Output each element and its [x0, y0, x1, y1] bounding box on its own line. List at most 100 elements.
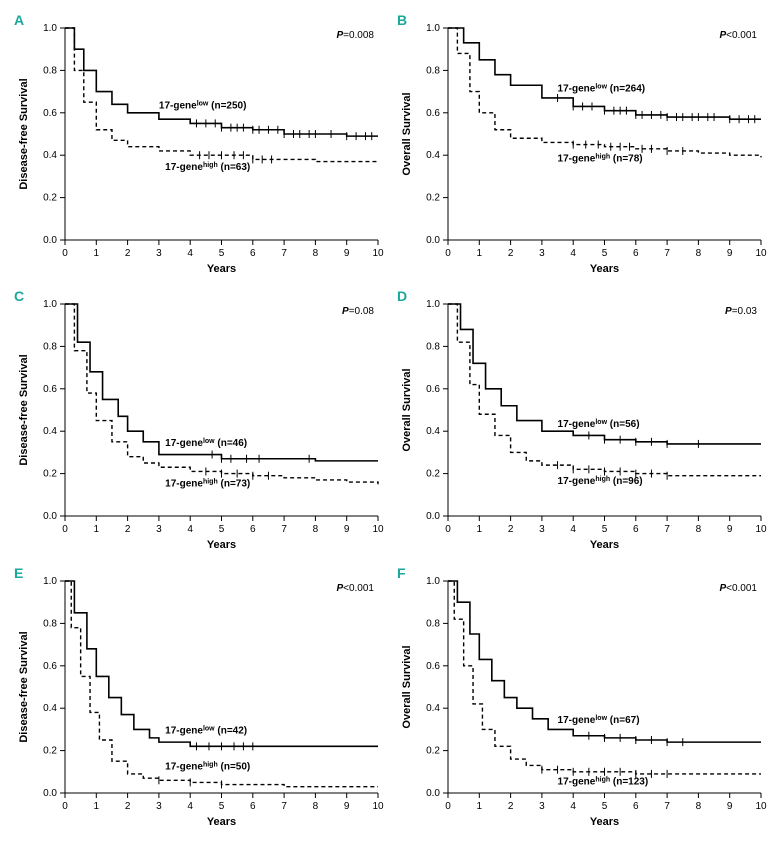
svg-text:1: 1	[94, 248, 100, 259]
svg-text:7: 7	[664, 248, 670, 259]
svg-text:0.6: 0.6	[426, 660, 440, 671]
svg-text:10: 10	[755, 248, 767, 259]
p-value: P=0.03	[725, 306, 757, 317]
svg-text:10: 10	[755, 524, 767, 535]
svg-text:8: 8	[313, 524, 319, 535]
svg-text:0.8: 0.8	[43, 65, 57, 76]
svg-text:0.8: 0.8	[43, 618, 57, 629]
svg-text:2: 2	[508, 248, 514, 259]
svg-text:1: 1	[477, 248, 483, 259]
svg-text:0.8: 0.8	[426, 65, 440, 76]
svg-text:10: 10	[372, 801, 384, 812]
km-plot: 0123456789100.00.20.40.60.81.0 17-genelo…	[10, 563, 388, 831]
svg-text:0.6: 0.6	[426, 384, 440, 395]
svg-text:7: 7	[281, 524, 287, 535]
svg-text:4: 4	[187, 524, 193, 535]
svg-text:4: 4	[570, 248, 576, 259]
svg-text:9: 9	[344, 801, 350, 812]
svg-text:7: 7	[664, 524, 670, 535]
curve-label-high: 17-genehigh (n=73)	[165, 478, 250, 490]
svg-text:10: 10	[372, 248, 384, 259]
svg-text:3: 3	[539, 801, 545, 812]
svg-text:5: 5	[602, 524, 608, 535]
svg-text:0.2: 0.2	[426, 469, 440, 480]
svg-text:1: 1	[94, 801, 100, 812]
svg-text:9: 9	[344, 524, 350, 535]
p-value: P<0.001	[719, 583, 757, 594]
svg-text:1.0: 1.0	[426, 576, 440, 587]
svg-text:0.6: 0.6	[426, 108, 440, 119]
svg-text:2: 2	[508, 801, 514, 812]
y-axis-label: Overall Survival	[401, 92, 413, 175]
y-axis-label: Overall Survival	[401, 369, 413, 452]
svg-text:1.0: 1.0	[43, 299, 57, 310]
svg-text:0.4: 0.4	[43, 427, 57, 438]
svg-text:9: 9	[727, 524, 733, 535]
svg-text:5: 5	[219, 524, 225, 535]
svg-text:6: 6	[250, 524, 256, 535]
svg-text:3: 3	[156, 248, 162, 259]
km-plot: 0123456789100.00.20.40.60.81.0 17-genelo…	[393, 563, 771, 831]
svg-text:10: 10	[755, 801, 767, 812]
svg-text:8: 8	[313, 248, 319, 259]
curve-label-low: 17-genelow (n=42)	[165, 725, 247, 737]
svg-text:6: 6	[250, 801, 256, 812]
curve-label-low: 17-genelow (n=46)	[165, 438, 247, 450]
panel-letter: A	[14, 12, 24, 28]
svg-text:0.8: 0.8	[426, 342, 440, 353]
svg-text:1.0: 1.0	[426, 299, 440, 310]
y-axis-label: Overall Survival	[401, 645, 413, 728]
svg-text:9: 9	[727, 248, 733, 259]
svg-text:1.0: 1.0	[426, 23, 440, 34]
svg-text:3: 3	[539, 248, 545, 259]
svg-text:1.0: 1.0	[43, 23, 57, 34]
svg-text:10: 10	[372, 524, 384, 535]
y-axis-label: Disease-free Survival	[18, 631, 30, 742]
panel-D: D 0123456789100.00.20.40.60.81.0 17-gene…	[393, 286, 772, 558]
svg-text:7: 7	[281, 801, 287, 812]
svg-text:8: 8	[696, 524, 702, 535]
curve-label-high: 17-genehigh (n=78)	[558, 153, 643, 165]
svg-text:7: 7	[281, 248, 287, 259]
x-axis-label: Years	[207, 263, 236, 275]
svg-text:0.0: 0.0	[43, 788, 57, 799]
svg-text:0.2: 0.2	[43, 745, 57, 756]
svg-text:2: 2	[508, 524, 514, 535]
x-axis-label: Years	[590, 263, 619, 275]
svg-text:0.6: 0.6	[43, 660, 57, 671]
km-plot: 0123456789100.00.20.40.60.81.0 17-genelo…	[393, 10, 771, 278]
svg-text:0: 0	[62, 524, 68, 535]
curve-label-high: 17-genehigh (n=50)	[165, 761, 250, 773]
km-plot: 0123456789100.00.20.40.60.81.0 17-genelo…	[10, 10, 388, 278]
curve-label-high: 17-genehigh (n=96)	[558, 476, 643, 488]
svg-text:5: 5	[219, 801, 225, 812]
curve-label-low: 17-genelow (n=264)	[558, 83, 646, 95]
svg-text:5: 5	[602, 248, 608, 259]
y-axis-label: Disease-free Survival	[18, 78, 30, 189]
svg-text:0.8: 0.8	[43, 342, 57, 353]
svg-text:6: 6	[633, 248, 639, 259]
curve-label-high: 17-genehigh (n=63)	[165, 162, 250, 174]
svg-text:0.0: 0.0	[426, 511, 440, 522]
km-plot: 0123456789100.00.20.40.60.81.0 17-genelo…	[10, 286, 388, 554]
svg-text:6: 6	[633, 524, 639, 535]
svg-text:0: 0	[445, 801, 451, 812]
svg-text:0.0: 0.0	[43, 235, 57, 246]
svg-text:2: 2	[125, 248, 131, 259]
svg-text:0.4: 0.4	[426, 427, 440, 438]
p-value: P=0.008	[336, 30, 374, 41]
svg-text:0.4: 0.4	[43, 703, 57, 714]
x-axis-label: Years	[207, 816, 236, 828]
panel-letter: C	[14, 288, 24, 304]
svg-text:0.8: 0.8	[426, 618, 440, 629]
svg-text:9: 9	[727, 801, 733, 812]
svg-text:0.0: 0.0	[426, 235, 440, 246]
svg-text:2: 2	[125, 801, 131, 812]
svg-text:0.2: 0.2	[43, 193, 57, 204]
curve-label-low: 17-genelow (n=250)	[159, 100, 247, 112]
svg-text:1.0: 1.0	[43, 576, 57, 587]
panel-letter: F	[397, 565, 406, 581]
figure-grid: A 0123456789100.00.20.40.60.81.0 17-gene…	[10, 10, 772, 835]
x-axis-label: Years	[590, 816, 619, 828]
panel-C: C 0123456789100.00.20.40.60.81.0 17-gene…	[10, 286, 389, 558]
